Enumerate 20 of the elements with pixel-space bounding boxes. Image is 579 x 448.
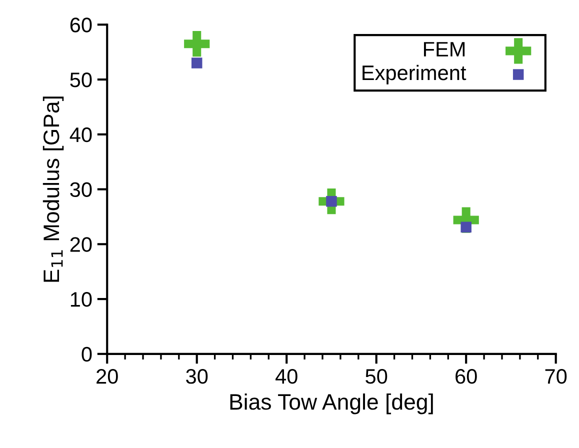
x-tick-label: 30 xyxy=(186,369,208,384)
x-tick-label: 70 xyxy=(545,369,567,384)
y-tick-label: 50 xyxy=(70,72,92,88)
y-axis-title: E$_{11}$ Modulus [GPa] xyxy=(42,96,64,282)
point xyxy=(191,58,202,68)
legend-label: FEM xyxy=(424,42,465,56)
y-tick-label: 10 xyxy=(70,292,92,307)
x-axis-title: Bias Tow Angle [deg] xyxy=(230,393,433,414)
y-tick-label: 40 xyxy=(70,127,92,142)
x-tick-label: 40 xyxy=(276,369,298,384)
legend-label: Experiment xyxy=(362,64,466,84)
y-tick-label: 30 xyxy=(70,182,92,198)
x-tick-label: 20 xyxy=(96,369,118,384)
x-tick-label: 50 xyxy=(366,369,388,384)
point xyxy=(184,31,210,57)
x-tick-label: 60 xyxy=(456,369,477,384)
y-tick-label: 20 xyxy=(70,237,92,252)
y-tick-label: 60 xyxy=(70,18,92,32)
y-tick-label: 0 xyxy=(82,346,92,362)
point xyxy=(460,222,472,233)
